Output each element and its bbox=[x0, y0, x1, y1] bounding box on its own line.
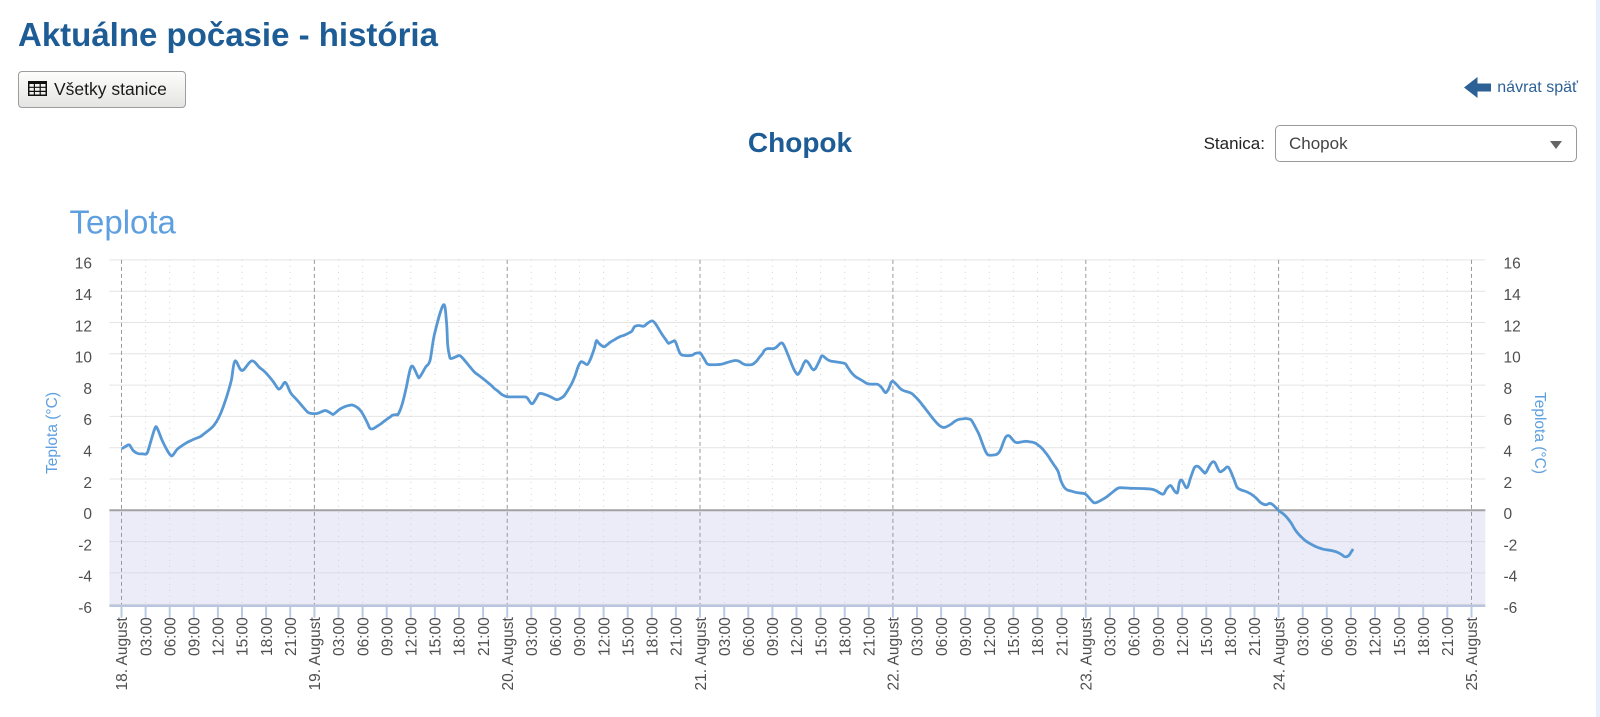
svg-text:12: 12 bbox=[1504, 318, 1521, 335]
svg-text:-4: -4 bbox=[1504, 569, 1518, 586]
svg-text:18:00: 18:00 bbox=[259, 617, 276, 656]
svg-text:21:00: 21:00 bbox=[1247, 617, 1264, 656]
svg-text:09:00: 09:00 bbox=[379, 617, 396, 656]
svg-text:06:00: 06:00 bbox=[1127, 617, 1144, 656]
svg-text:06:00: 06:00 bbox=[934, 617, 951, 656]
svg-text:06:00: 06:00 bbox=[355, 617, 372, 656]
svg-text:03:00: 03:00 bbox=[910, 617, 927, 656]
svg-text:06:00: 06:00 bbox=[548, 617, 565, 656]
svg-text:15:00: 15:00 bbox=[235, 617, 252, 656]
svg-text:14: 14 bbox=[75, 287, 93, 304]
svg-text:12:00: 12:00 bbox=[1368, 617, 1385, 656]
svg-text:15:00: 15:00 bbox=[620, 617, 637, 656]
svg-text:09:00: 09:00 bbox=[1151, 617, 1168, 656]
svg-text:10: 10 bbox=[75, 350, 93, 367]
svg-text:12:00: 12:00 bbox=[982, 617, 999, 656]
svg-text:21. August: 21. August bbox=[693, 617, 710, 691]
svg-text:15:00: 15:00 bbox=[1199, 617, 1216, 656]
svg-text:03:00: 03:00 bbox=[717, 617, 734, 656]
svg-text:23. August: 23. August bbox=[1079, 617, 1096, 691]
svg-text:18:00: 18:00 bbox=[452, 617, 469, 656]
svg-text:21:00: 21:00 bbox=[1440, 617, 1457, 656]
svg-text:12:00: 12:00 bbox=[211, 617, 228, 656]
svg-text:15:00: 15:00 bbox=[813, 617, 830, 656]
svg-text:21:00: 21:00 bbox=[476, 617, 493, 656]
svg-text:18:00: 18:00 bbox=[645, 617, 662, 656]
svg-text:-4: -4 bbox=[78, 569, 92, 586]
svg-text:09:00: 09:00 bbox=[572, 617, 589, 656]
svg-text:03:00: 03:00 bbox=[331, 617, 348, 656]
svg-text:09:00: 09:00 bbox=[187, 617, 204, 656]
svg-text:-2: -2 bbox=[78, 537, 92, 554]
svg-text:12:00: 12:00 bbox=[789, 617, 806, 656]
svg-text:06:00: 06:00 bbox=[1320, 617, 1337, 656]
svg-text:-2: -2 bbox=[1504, 537, 1518, 554]
svg-text:06:00: 06:00 bbox=[741, 617, 758, 656]
svg-text:2: 2 bbox=[1504, 475, 1513, 492]
svg-text:18:00: 18:00 bbox=[1416, 617, 1433, 656]
svg-text:12: 12 bbox=[75, 318, 92, 335]
svg-text:14: 14 bbox=[1504, 287, 1522, 304]
svg-text:16: 16 bbox=[75, 256, 92, 273]
svg-text:09:00: 09:00 bbox=[1344, 617, 1361, 656]
svg-text:6: 6 bbox=[1504, 412, 1513, 429]
svg-text:03:00: 03:00 bbox=[138, 617, 155, 656]
svg-text:22. August: 22. August bbox=[886, 617, 903, 691]
svg-text:12:00: 12:00 bbox=[596, 617, 613, 656]
svg-text:15:00: 15:00 bbox=[428, 617, 445, 656]
svg-text:19. August: 19. August bbox=[307, 617, 324, 691]
svg-text:03:00: 03:00 bbox=[1295, 617, 1312, 656]
svg-text:18:00: 18:00 bbox=[1030, 617, 1047, 656]
svg-text:2: 2 bbox=[83, 475, 92, 492]
svg-text:Teplota: Teplota bbox=[70, 204, 177, 241]
svg-text:8: 8 bbox=[83, 381, 92, 398]
svg-text:12:00: 12:00 bbox=[1175, 617, 1192, 656]
svg-text:15:00: 15:00 bbox=[1392, 617, 1409, 656]
svg-text:8: 8 bbox=[1504, 381, 1513, 398]
svg-text:10: 10 bbox=[1504, 350, 1522, 367]
svg-text:03:00: 03:00 bbox=[524, 617, 541, 656]
svg-text:12:00: 12:00 bbox=[404, 617, 421, 656]
svg-text:6: 6 bbox=[83, 412, 92, 429]
svg-text:09:00: 09:00 bbox=[765, 617, 782, 656]
svg-text:20. August: 20. August bbox=[500, 617, 517, 691]
svg-text:4: 4 bbox=[83, 444, 92, 461]
svg-text:Teplota (°C): Teplota (°C) bbox=[1531, 392, 1548, 474]
svg-text:Teplota (°C): Teplota (°C) bbox=[44, 392, 61, 474]
svg-text:-6: -6 bbox=[78, 600, 92, 617]
svg-text:18:00: 18:00 bbox=[837, 617, 854, 656]
svg-text:03:00: 03:00 bbox=[1103, 617, 1120, 656]
svg-text:09:00: 09:00 bbox=[958, 617, 975, 656]
svg-text:24. August: 24. August bbox=[1271, 617, 1288, 691]
svg-text:4: 4 bbox=[1504, 444, 1513, 461]
svg-text:-6: -6 bbox=[1504, 600, 1518, 617]
svg-text:06:00: 06:00 bbox=[162, 617, 179, 656]
svg-text:0: 0 bbox=[83, 506, 92, 523]
svg-text:21:00: 21:00 bbox=[862, 617, 879, 656]
svg-text:21:00: 21:00 bbox=[669, 617, 686, 656]
svg-text:25. August: 25. August bbox=[1464, 617, 1481, 691]
svg-text:18:00: 18:00 bbox=[1223, 617, 1240, 656]
svg-text:15:00: 15:00 bbox=[1006, 617, 1023, 656]
svg-text:21:00: 21:00 bbox=[283, 617, 300, 656]
svg-text:0: 0 bbox=[1504, 506, 1513, 523]
svg-text:21:00: 21:00 bbox=[1054, 617, 1071, 656]
svg-text:16: 16 bbox=[1504, 256, 1521, 273]
svg-text:18. August: 18. August bbox=[114, 617, 131, 691]
